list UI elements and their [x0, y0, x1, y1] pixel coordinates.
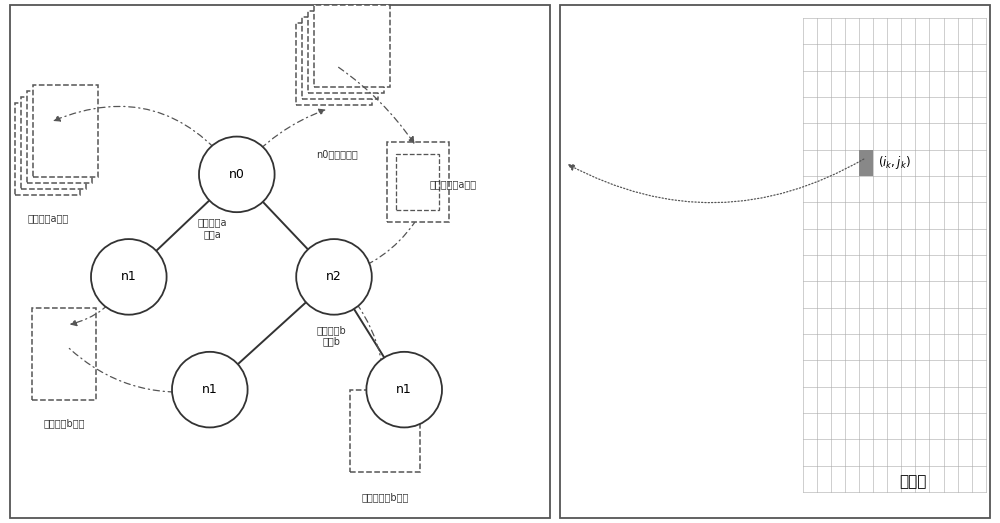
Text: 采样点: 采样点 [899, 474, 926, 490]
Bar [314, 5, 390, 87]
Bar [21, 97, 86, 189]
Bar [396, 154, 439, 210]
Bar [32, 308, 96, 400]
Text: 满足边界a实例: 满足边界a实例 [27, 213, 68, 223]
Bar [859, 150, 873, 176]
Text: n1: n1 [202, 383, 218, 396]
Text: n0处实例集合: n0处实例集合 [316, 149, 358, 159]
Ellipse shape [172, 352, 248, 427]
Text: 不满足边界a实例: 不满足边界a实例 [429, 179, 476, 189]
Ellipse shape [91, 239, 167, 315]
Bar [10, 5, 550, 518]
Bar [296, 23, 372, 105]
Bar [387, 142, 449, 222]
Text: 满足边界b实例: 满足边界b实例 [43, 418, 85, 428]
Text: n1: n1 [396, 383, 412, 396]
Bar [308, 11, 384, 93]
Bar [33, 85, 98, 177]
Ellipse shape [199, 137, 275, 212]
Text: 特征组合a
边界a: 特征组合a 边界a [198, 218, 227, 239]
Text: $(i_k, j_k)$: $(i_k, j_k)$ [878, 154, 911, 172]
Text: n1: n1 [121, 270, 137, 283]
Bar [15, 103, 80, 195]
Ellipse shape [366, 352, 442, 427]
Bar [302, 17, 378, 99]
Ellipse shape [296, 239, 372, 315]
Text: 特征组合b
边界b: 特征组合b 边界b [316, 325, 346, 347]
Text: 不满足边界b实例: 不满足边界b实例 [362, 492, 409, 502]
Text: n0: n0 [229, 168, 245, 181]
Bar [350, 390, 420, 472]
Bar [560, 5, 990, 518]
Text: n2: n2 [326, 270, 342, 283]
Bar [27, 90, 92, 183]
